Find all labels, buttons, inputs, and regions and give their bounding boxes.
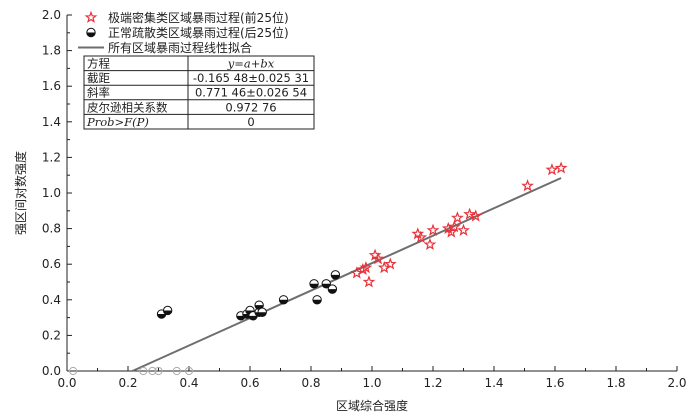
x-tick-label: 1.6 (545, 376, 564, 390)
open-circle-point (154, 366, 163, 376)
y-tick-label: 1.2 (42, 150, 61, 164)
star-point (444, 225, 458, 238)
x-tick-label: 1.4 (484, 376, 503, 390)
circle-point (162, 305, 173, 316)
x-tick-label: 0.0 (57, 376, 76, 390)
y-axis-title: 强区间对数强度 (13, 151, 28, 235)
marker-fill (86, 32, 96, 37)
legend-circle-marker (86, 27, 96, 38)
table-cell: 0.972 76 (225, 100, 276, 114)
open-circle-point (69, 366, 78, 376)
open-circle-point (184, 366, 194, 376)
marker-fill (279, 299, 288, 304)
star-point (469, 209, 483, 222)
star-point (371, 252, 385, 265)
legend-item-normal: 正常疏散类区域暴雨过程(后25位) (86, 25, 289, 40)
circle-point (278, 295, 289, 305)
marker-fill (328, 289, 337, 294)
plot-frame (66, 15, 677, 372)
marker-fill (258, 312, 267, 317)
open-circle-point (148, 366, 157, 376)
star-point (457, 223, 470, 236)
y-tick-label: 0.4 (42, 293, 61, 307)
x-tick-labels: 0.0 0.2 0.4 0.6 0.8 1.0 1.2 1.4 1.6 1.8 2.0 (57, 376, 686, 390)
table-cell: 方程 (87, 57, 110, 71)
open-circle-point (172, 366, 181, 376)
circle-point (312, 295, 322, 305)
circle-point (309, 279, 319, 289)
star-point (362, 275, 376, 288)
table-cell: y=a+bx (227, 57, 275, 71)
y-tick-label: 0.2 (42, 328, 61, 342)
star-point (554, 161, 568, 174)
x-tick-label: 2.0 (667, 376, 686, 390)
fit-line (132, 177, 562, 372)
y-tick-label: 2.0 (42, 8, 61, 22)
star-point (423, 237, 437, 251)
star-icon (84, 10, 98, 23)
star-point (383, 257, 397, 270)
table-cell: 0 (247, 115, 254, 129)
marker-fill (312, 299, 322, 304)
open-circle-point (139, 366, 148, 376)
y-tick-label: 1.0 (42, 186, 61, 200)
x-tick-label: 0.2 (118, 376, 137, 390)
table-cell: 斜率 (87, 86, 110, 100)
x-tick-label: 0.6 (240, 376, 259, 390)
stats-table-border (83, 55, 315, 130)
x-tick-label: 0.8 (301, 376, 320, 390)
marker-fill (157, 314, 166, 319)
y-tick-label: 0.8 (42, 222, 61, 236)
marker-fill (163, 310, 172, 315)
circle-point (330, 270, 341, 280)
table-cell: 截距 (87, 71, 110, 85)
table-cell: 0.771 46±0.026 54 (195, 86, 307, 100)
table-cell: 皮尔逊相关系数 (87, 100, 168, 114)
table-cell: -0.165 48±0.025 31 (193, 71, 309, 85)
y-tick-label: 1.4 (42, 115, 61, 129)
data-points (69, 161, 568, 376)
legend-label-normal: 正常疏散类区域暴雨过程(后25位) (108, 25, 289, 40)
fit-line-segment (132, 177, 562, 372)
star-point (414, 230, 428, 243)
star-point (426, 223, 440, 236)
x-tick-label: 1.0 (362, 376, 381, 390)
marker-fill (309, 283, 319, 288)
y-tick-label: 1.8 (42, 44, 61, 58)
x-tick-label: 1.8 (606, 376, 625, 390)
star-point (463, 207, 476, 220)
y-tick-labels: 0.0 0.2 0.4 0.6 0.8 1.0 1.2 1.4 1.6 1.8 2.0 (42, 8, 61, 378)
legend-label-extreme: 极端密集类区域暴雨过程(前25位) (108, 10, 289, 25)
star-point (451, 211, 464, 224)
marker-fill (331, 274, 340, 280)
legend-label-fit: 所有区域暴雨过程线性拟合 (108, 40, 252, 55)
star-point (521, 179, 534, 192)
legend-item-fit: 所有区域暴雨过程线性拟合 (78, 40, 252, 55)
y-tick-label: 0.0 (42, 364, 61, 378)
half-circle-icon (86, 27, 96, 38)
legend: 极端密集类区域暴雨过程(前25位) 正常疏散类区域暴雨过程(后25位) 所有区域… (78, 10, 289, 55)
x-tick-label: 0.4 (179, 376, 198, 390)
legend-star-marker (84, 10, 98, 23)
star-point (359, 261, 373, 274)
y-tick-label: 1.6 (42, 79, 61, 93)
circle-point (327, 284, 338, 294)
star-point (545, 163, 559, 176)
x-tick-label: 1.2 (423, 376, 442, 390)
table-cell: Prob>F(P) (86, 115, 149, 129)
star-point (447, 220, 461, 233)
legend-item-extreme: 极端密集类区域暴雨过程(前25位) (84, 10, 289, 25)
marker-fill (236, 315, 246, 321)
marker-fill (248, 315, 258, 321)
circle-point (257, 307, 267, 317)
y-tick-label: 0.6 (42, 257, 61, 271)
x-axis-title: 区域综合强度 (336, 398, 408, 413)
stats-table: 方程 y=a+bx 截距 -0.165 48±0.025 31 斜率 0.771… (83, 55, 315, 130)
